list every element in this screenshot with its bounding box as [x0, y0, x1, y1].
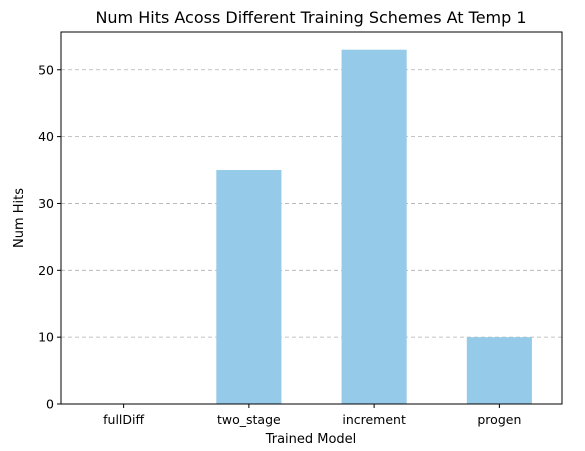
- chart-title: Num Hits Acoss Different Training Scheme…: [95, 8, 526, 27]
- y-tick-label: 30: [38, 196, 54, 211]
- y-tick-label: 50: [38, 62, 54, 77]
- x-axis-ticks: fullDiff two_stage increment progen: [103, 404, 521, 427]
- y-tick-label: 40: [38, 129, 54, 144]
- x-tick-label: fullDiff: [103, 412, 144, 427]
- plot-frame: [60, 31, 563, 405]
- x-tick-label: progen: [477, 412, 521, 427]
- grid-lines: [61, 69, 562, 338]
- bar-progen: [466, 337, 532, 404]
- x-tick-label: two_stage: [217, 412, 281, 427]
- y-tick-label: 20: [38, 263, 54, 278]
- y-axis-ticks: 0 10 20 30 40 50: [38, 62, 61, 412]
- y-axis-label: Num Hits: [12, 188, 27, 248]
- x-tick-label: increment: [342, 412, 406, 427]
- bar-two-stage: [216, 170, 282, 404]
- y-tick-label: 0: [46, 397, 54, 412]
- bar-increment: [341, 49, 407, 404]
- x-axis-label: Trained Model: [265, 432, 357, 447]
- bars: [216, 49, 532, 404]
- y-tick-label: 10: [38, 330, 54, 345]
